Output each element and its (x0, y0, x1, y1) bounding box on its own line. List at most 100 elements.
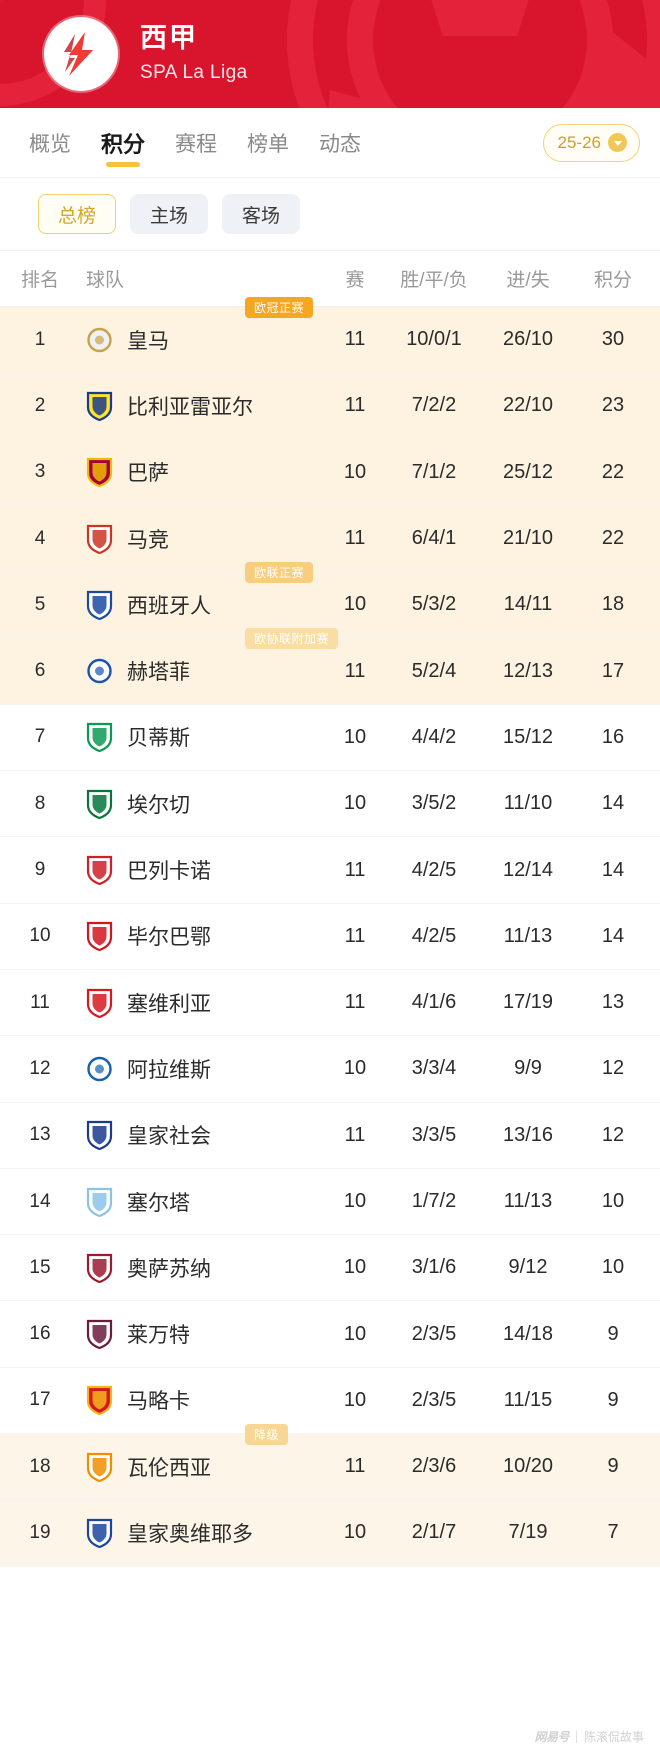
filter-chip-away[interactable]: 客场 (222, 194, 300, 234)
table-row[interactable]: 16 莱万特 10 2/3/5 14/18 9 (0, 1301, 660, 1368)
table-row[interactable]: 15 奥萨苏纳 10 3/1/6 9/12 10 (0, 1235, 660, 1302)
cell-played: 11 (344, 659, 366, 682)
team-name: 皇家社会 (127, 1125, 211, 1149)
cell-played: 10 (343, 1521, 367, 1544)
cell-team[interactable]: 塞维利亚 (80, 988, 324, 1018)
cell-team[interactable]: 贝蒂斯 (80, 722, 324, 753)
cell-team[interactable]: 奥萨苏纳 (80, 1253, 324, 1283)
team-name: 巴列卡诺 (127, 860, 211, 884)
cell-points: 18 (601, 593, 625, 616)
team-name: 埃尔切 (127, 793, 190, 817)
tab-leaderboard[interactable]: 榜单 (232, 108, 304, 178)
cell-rank: 12 (29, 1057, 51, 1079)
tab-overview[interactable]: 概览 (14, 108, 86, 178)
table-row[interactable]: 9 巴列卡诺 11 4/2/5 12/14 14 (0, 837, 660, 904)
team-name: 奥萨苏纳 (127, 1257, 211, 1281)
laliga-logo-icon (44, 17, 118, 91)
table-row[interactable]: 8 埃尔切 10 3/5/2 11/10 14 (0, 771, 660, 838)
team-name: 毕尔巴鄂 (127, 926, 211, 950)
cell-team[interactable]: 皇家社会 (80, 1120, 324, 1151)
cell-played: 11 (344, 1455, 366, 1478)
cell-team[interactable]: 瓦伦西亚 (80, 1452, 324, 1482)
cell-team[interactable]: 巴列卡诺 (80, 855, 324, 886)
cell-team[interactable]: 塞尔塔 (80, 1187, 324, 1217)
cell-team[interactable]: 巴萨 (80, 457, 324, 488)
cell-team[interactable]: 埃尔切 (80, 789, 324, 819)
cell-played: 11 (344, 991, 366, 1014)
table-row[interactable]: 欧冠正赛 1 皇马 11 10/0/1 26/10 30 (0, 297, 660, 374)
cell-rank: 10 (29, 925, 51, 947)
cell-goals: 7/19 (508, 1521, 548, 1544)
table-row[interactable]: 2 比利亚雷亚尔 11 7/2/2 22/10 23 (0, 373, 660, 440)
table-row[interactable]: 4 马竞 11 6/4/1 21/10 22 (0, 505, 660, 573)
cell-points: 10 (601, 1190, 625, 1212)
cell-rank: 7 (34, 726, 46, 748)
table-row[interactable]: 3 巴萨 10 7/1/2 25/12 22 (0, 439, 660, 506)
qualification-badge: 欧联正赛 (245, 562, 314, 584)
table-row[interactable]: 14 塞尔塔 10 1/7/2 11/13 10 (0, 1169, 660, 1236)
cell-points: 14 (601, 858, 625, 881)
cell-points: 10 (601, 1256, 625, 1279)
cell-played: 11 (344, 1123, 366, 1146)
season-selector-label: 25-26 (557, 132, 601, 152)
cell-team[interactable]: 比利亚雷亚尔 (80, 391, 324, 422)
cell-points: 12 (601, 1123, 625, 1146)
sevilla-crest-icon (86, 988, 113, 1018)
cell-team[interactable]: 马竞 (80, 524, 324, 554)
column-header-wdl: 胜/平/负 (400, 270, 468, 291)
tab-schedule[interactable]: 赛程 (160, 108, 232, 178)
cell-team[interactable]: 毕尔巴鄂 (80, 921, 324, 952)
watermark-author: 陈滚侃故事 (583, 1730, 644, 1744)
watermark-divider (575, 1730, 577, 1743)
team-name: 马略卡 (127, 1390, 190, 1414)
cell-team[interactable]: 皇马 (80, 325, 324, 355)
column-header-goals: 进/失 (506, 270, 550, 291)
tab-news[interactable]: 动态 (304, 108, 376, 178)
table-row[interactable]: 12 阿拉维斯 10 3/3/4 9/9 12 (0, 1036, 660, 1103)
table-row[interactable]: 降级 18 瓦伦西亚 11 2/3/6 10/20 9 (0, 1424, 660, 1501)
table-row[interactable]: 欧协联附加赛 6 赫塔菲 11 5/2/4 12/13 17 (0, 628, 660, 705)
cell-goals: 12/14 (502, 858, 554, 881)
filter-chip-total[interactable]: 总榜 (38, 194, 116, 234)
cell-wdl: 3/1/6 (411, 1256, 457, 1279)
table-row[interactable]: 11 塞维利亚 11 4/1/6 17/19 13 (0, 970, 660, 1037)
cell-team[interactable]: 马略卡 (80, 1385, 324, 1416)
cell-wdl: 4/1/6 (411, 991, 457, 1014)
team-name: 赫塔菲 (127, 661, 190, 685)
standings-filter-group: 总榜 主场 客场 (0, 178, 660, 251)
season-selector[interactable]: 25-26 (542, 123, 640, 162)
real-sociedad-crest-icon (86, 1120, 113, 1151)
cell-team[interactable]: 莱万特 (80, 1319, 324, 1350)
cell-rank: 17 (29, 1389, 51, 1411)
cell-team[interactable]: 皇家奥维耶多 (80, 1518, 324, 1549)
cell-goals: 21/10 (502, 527, 554, 550)
cell-rank: 1 (34, 328, 46, 350)
table-body: 欧冠正赛 1 皇马 11 10/0/1 26/10 30 2 比利亚雷亚尔 11 7/2/2 22/1… (0, 297, 660, 1567)
table-row[interactable]: 13 皇家社会 11 3/3/5 13/16 12 (0, 1103, 660, 1169)
qualification-badge: 欧协联附加赛 (245, 628, 339, 650)
cell-wdl: 2/1/7 (411, 1521, 457, 1544)
cell-rank: 2 (34, 394, 46, 416)
villarreal-crest-icon (86, 391, 113, 422)
cell-points: 9 (607, 1388, 619, 1411)
table-row[interactable]: 17 马略卡 10 2/3/5 11/15 9 (0, 1368, 660, 1435)
team-name: 塞维利亚 (127, 992, 211, 1016)
cell-points: 22 (601, 527, 625, 550)
team-name: 皇马 (127, 329, 169, 353)
valencia-crest-icon (86, 1452, 113, 1482)
tab-standings[interactable]: 积分 (86, 108, 160, 178)
table-row[interactable]: 7 贝蒂斯 10 4/4/2 15/12 16 (0, 705, 660, 772)
cell-team[interactable]: 赫塔菲 (80, 656, 324, 686)
table-row[interactable]: 10 毕尔巴鄂 11 4/2/5 11/13 14 (0, 904, 660, 970)
cell-goals: 14/11 (503, 593, 553, 616)
filter-chip-home[interactable]: 主场 (130, 194, 208, 234)
cell-wdl: 7/2/2 (411, 394, 457, 417)
table-row[interactable]: 19 皇家奥维耶多 10 2/1/7 7/19 7 (0, 1500, 660, 1567)
qualification-badge: 降级 (245, 1424, 289, 1446)
cell-goals: 22/10 (502, 394, 554, 417)
cell-wdl: 3/3/5 (411, 1123, 457, 1146)
cell-goals: 11/13 (503, 1190, 553, 1212)
cell-team[interactable]: 西班牙人 (80, 590, 324, 620)
standings-table: 排名 球队 赛 胜/平/负 进/失 积分 欧冠正赛 1 皇马 11 10/0/1 26/1… (0, 251, 660, 1567)
cell-team[interactable]: 阿拉维斯 (80, 1054, 324, 1084)
